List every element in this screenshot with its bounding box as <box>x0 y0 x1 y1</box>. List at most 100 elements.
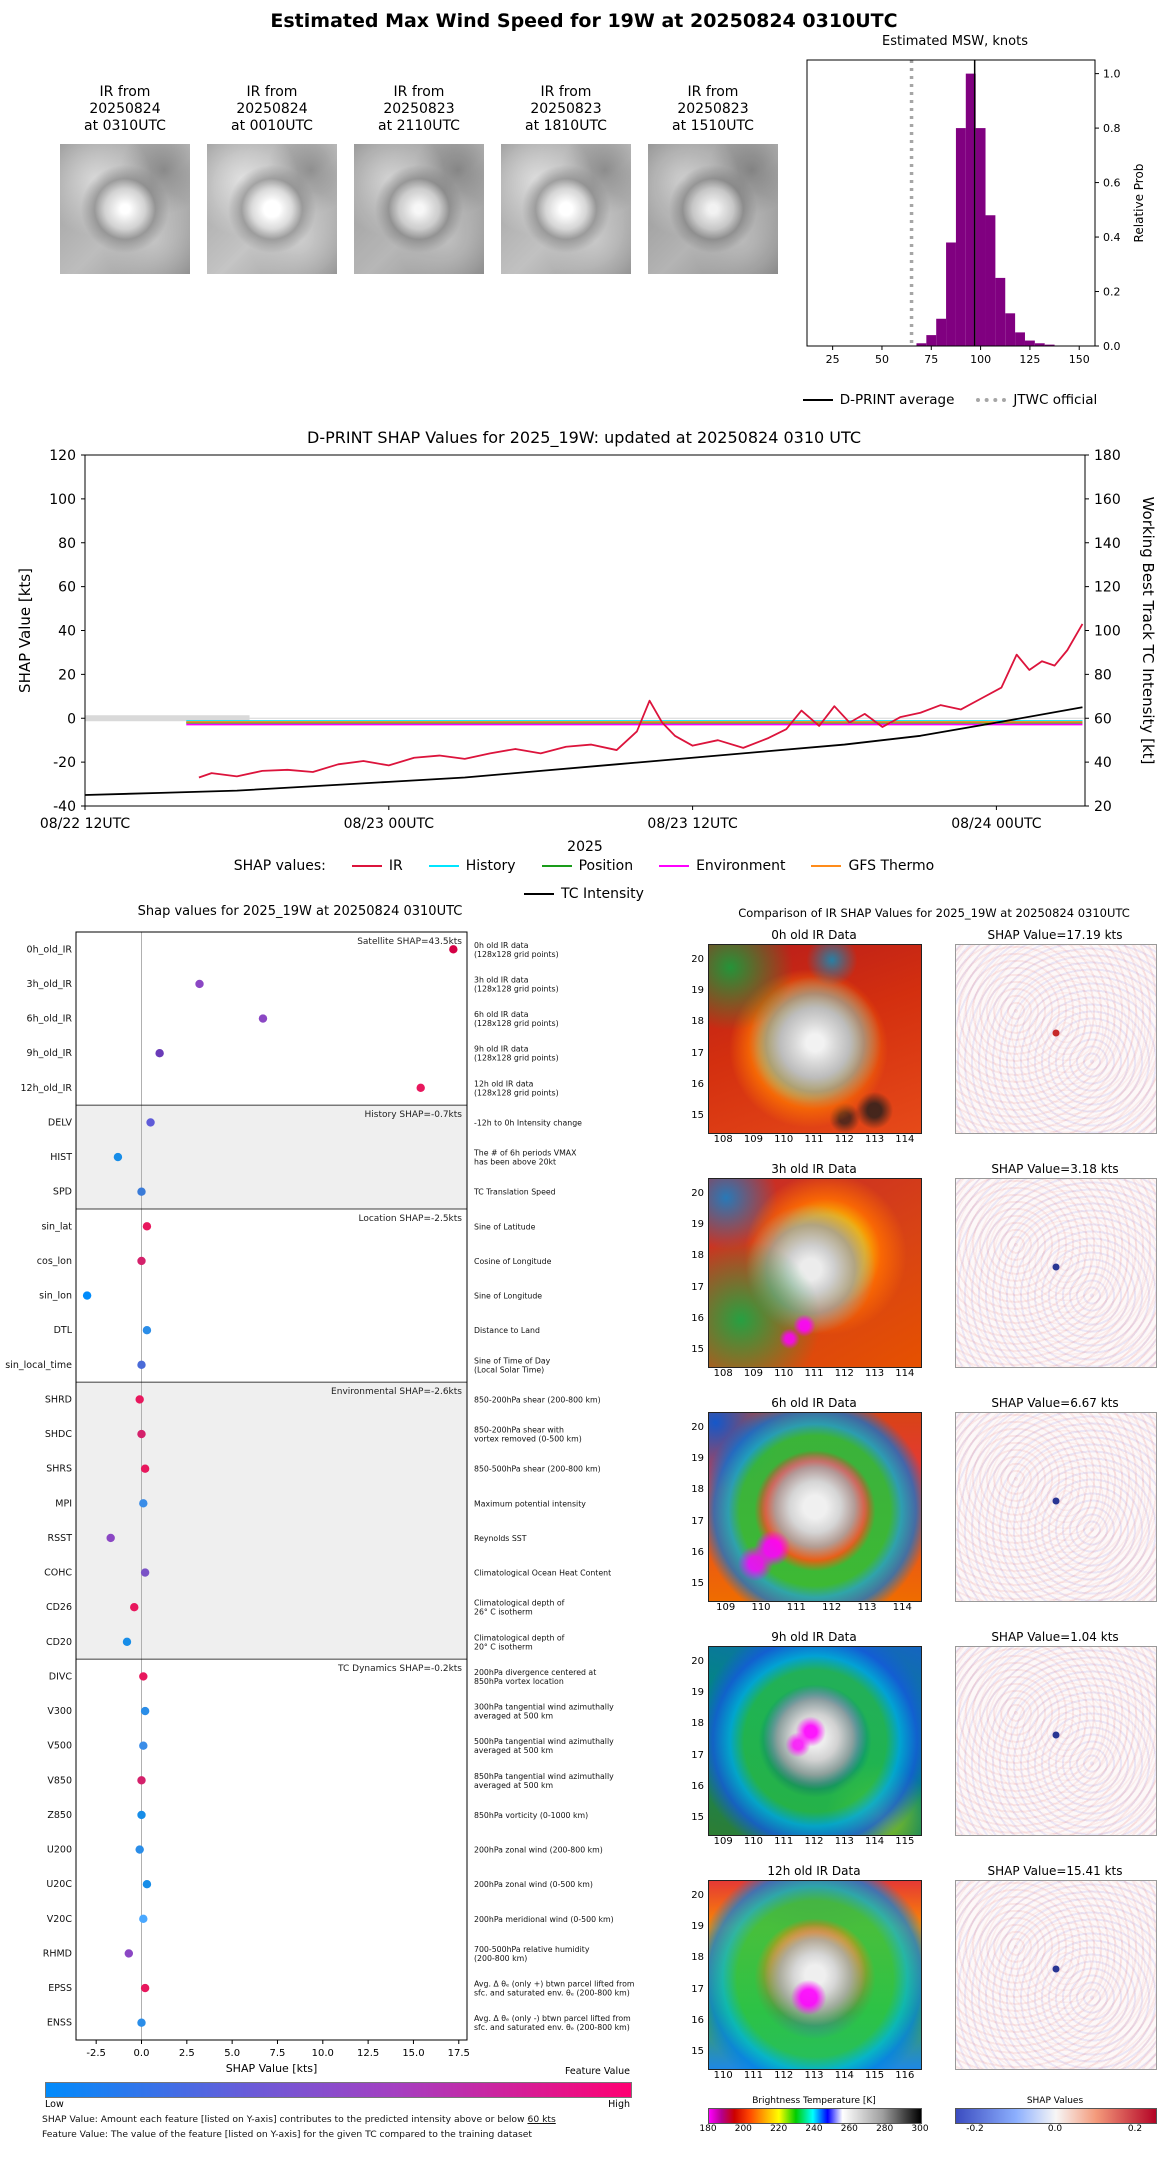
svg-text:SHAP Value [kts]: SHAP Value [kts] <box>16 568 34 693</box>
ir-thumbnail-label-line: 20250824 <box>236 101 308 118</box>
ir-data-map-1 <box>708 1178 922 1368</box>
legend-label: Position <box>578 858 634 874</box>
ir-thumbnail-label-line: at 1510UTC <box>672 118 754 135</box>
svg-text:50: 50 <box>875 353 889 366</box>
svg-text:MPI: MPI <box>55 1498 72 1509</box>
svg-text:V850: V850 <box>47 1775 72 1786</box>
lat-tick-label: 19 <box>691 1219 704 1230</box>
svg-text:cos_lon: cos_lon <box>37 1256 72 1267</box>
svg-text:120: 120 <box>1094 580 1121 596</box>
svg-text:08/22 12UTC: 08/22 12UTC <box>40 816 131 832</box>
svg-text:3h old IR data(128x128 grid po: 3h old IR data (128x128 grid points) <box>474 975 559 993</box>
svg-text:9h old IR data(128x128 grid po: 9h old IR data (128x128 grid points) <box>474 1045 559 1063</box>
ir-thumbnail-label: IR from 20250823 at 2110UTC <box>354 84 484 135</box>
svg-text:COHC: COHC <box>44 1568 72 1579</box>
svg-text:1.0: 1.0 <box>1103 68 1121 81</box>
lat-tick-label: 16 <box>691 1781 704 1792</box>
brightness-temp-colorbar <box>708 2108 922 2124</box>
ir-satellite-image <box>207 144 337 275</box>
lon-tick-label: 110 <box>751 1602 771 1613</box>
svg-text:12.5: 12.5 <box>357 2048 379 2059</box>
legend-item-gfs-thermo: GFS Thermo <box>811 858 934 874</box>
svg-text:Avg. Δ θₑ (only +) btwn parcel: Avg. Δ θₑ (only +) btwn parcel lifted fr… <box>474 1980 634 1998</box>
svg-text:SHRD: SHRD <box>45 1394 72 1405</box>
ir-satellite-image <box>354 144 484 275</box>
lat-tick-label: 18 <box>691 1250 704 1262</box>
bt-tick-label: 240 <box>805 2124 823 2134</box>
svg-text:HIST: HIST <box>50 1152 72 1163</box>
feature-value-colorbar <box>45 2082 632 2098</box>
lon-tick-label: 112 <box>834 1134 854 1145</box>
shap-value-map-2 <box>955 1412 1157 1602</box>
lat-tick-label: 20 <box>691 953 704 965</box>
lat-tick-label: 20 <box>691 1187 704 1199</box>
legend-item-d-print-average: D-PRINT average <box>802 392 954 408</box>
lat-tick-label: 17 <box>691 1515 704 1527</box>
shap-center-dot <box>1052 1731 1060 1739</box>
lon-tick-label: 115 <box>865 2070 885 2081</box>
shap-center-dot <box>1052 1497 1060 1505</box>
msw-histogram-chart: 25 50 75 100 125 150 0.0 0.2 0.4 0.6 0.8 1.0 Relativ… <box>806 59 1146 366</box>
svg-text:08/23 00UTC: 08/23 00UTC <box>344 816 435 832</box>
lon-tick-label: 111 <box>804 1134 824 1145</box>
bt-tick-label: 280 <box>876 2124 894 2134</box>
ir-thumbnail-label: IR from 20250824 at 0310UTC <box>60 84 190 135</box>
shap-map-title-3: SHAP Value=1.04 kts <box>991 1630 1119 1644</box>
svg-text:SHDC: SHDC <box>45 1429 72 1440</box>
svg-text:-20: -20 <box>53 755 76 771</box>
legend-item-tc-intensity: TC Intensity <box>524 886 644 902</box>
ir-thumbnail-4: IR from 20250823 at 1510UTC <box>648 84 778 275</box>
svg-text:10.0: 10.0 <box>312 2048 334 2059</box>
svg-text:Avg. Δ θₑ (only -) btwn parcel: Avg. Δ θₑ (only -) btwn parcel lifted fr… <box>474 2014 631 2032</box>
shap-value-map-4 <box>955 1880 1157 2070</box>
timeseries-legend-row2: TC Intensity <box>0 886 1168 902</box>
svg-text:500hPa tangential wind azimuth: 500hPa tangential wind azimuthally averag… <box>474 1737 614 1755</box>
svg-text:SPD: SPD <box>53 1187 72 1198</box>
shap-values-colorbar-title: SHAP Values <box>1026 2096 1084 2106</box>
svg-text:Maximum potential intensity: Maximum potential intensity <box>474 1499 586 1508</box>
ir-thumbnail-label-line: 20250823 <box>530 101 602 118</box>
shap-timeseries-chart: -40 -20 0 20 40 60 80 100 120 20 40 60 80 100 120 140 16… <box>16 448 1157 855</box>
lat-tick-label: 19 <box>691 1687 704 1698</box>
svg-text:100: 100 <box>970 353 991 366</box>
svg-text:CD26: CD26 <box>46 1602 72 1613</box>
brightness-temp-colorbar-title: Brightness Temperature [K] <box>752 2096 876 2106</box>
svg-text:U20C: U20C <box>46 1879 72 1890</box>
feature-value-high-label: High <box>608 2099 630 2110</box>
legend-item-jtwc-official: JTWC official <box>976 392 1097 408</box>
lon-tick-label: 113 <box>865 1368 885 1379</box>
lon-tick-label: 113 <box>834 1836 854 1847</box>
lon-tick-label: 110 <box>774 1134 794 1145</box>
svg-text:700-500hPa relative humidity(2: 700-500hPa relative humidity (200-800 km) <box>474 1945 590 1963</box>
ir-thumbnail-label-line: 20250824 <box>89 101 161 118</box>
shap-tick-label: 0.0 <box>1047 2124 1063 2134</box>
lat-tick-label: 15 <box>691 2046 704 2058</box>
ir-data-title-2: 6h old IR Data <box>771 1396 857 1410</box>
ir-thumbnail-label-line: at 1810UTC <box>525 118 607 135</box>
shap-center-dot <box>1052 1029 1060 1037</box>
lon-tick-label: 111 <box>774 1836 794 1847</box>
svg-text:15.0: 15.0 <box>402 2048 424 2059</box>
ir-thumbnail-label-line: IR from <box>246 84 298 100</box>
bt-tick-label: 200 <box>734 2124 752 2134</box>
lon-tick-label: 112 <box>822 1602 842 1613</box>
legend-item-environment: Environment <box>659 858 785 874</box>
timeseries-legend-row1: SHAP values: IR History Position Environment… <box>0 858 1168 874</box>
svg-text:V500: V500 <box>47 1741 72 1752</box>
legend-item-ir: IR <box>351 858 403 874</box>
svg-text:40: 40 <box>1094 755 1112 771</box>
lat-tick-label: 17 <box>691 1983 704 1995</box>
svg-text:850-500hPa shear (200-800 km): 850-500hPa shear (200-800 km) <box>474 1465 601 1474</box>
svg-text:0: 0 <box>67 711 76 727</box>
bt-tick-label: 180 <box>699 2124 717 2134</box>
svg-text:RSST: RSST <box>48 1533 73 1544</box>
ir-thumbnail-label-line: IR from <box>99 84 151 100</box>
svg-text:EPSS: EPSS <box>48 1983 72 1994</box>
shap-value-footnote-text: SHAP Value: Amount each feature [listed … <box>42 2114 528 2125</box>
svg-text:sin_lat: sin_lat <box>41 1221 72 1232</box>
svg-text:9h_old_IR: 9h_old_IR <box>27 1048 73 1059</box>
timeseries-title: D-PRINT SHAP Values for 2025_19W: update… <box>307 428 861 447</box>
svg-text:75: 75 <box>924 353 938 366</box>
svg-text:3h_old_IR: 3h_old_IR <box>27 979 73 990</box>
